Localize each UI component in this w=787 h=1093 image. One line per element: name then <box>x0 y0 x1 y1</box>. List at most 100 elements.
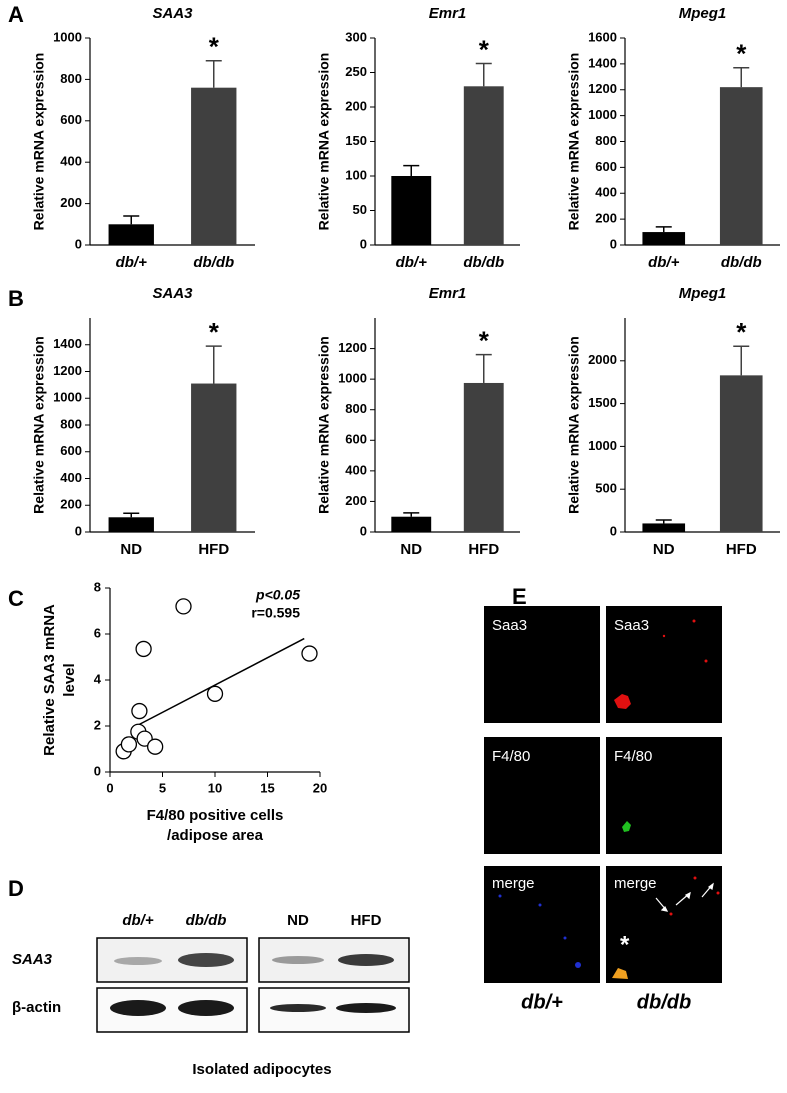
signal <box>622 821 631 832</box>
point <box>146 738 164 755</box>
y-tick-label: 2000 <box>588 352 617 367</box>
micrograph <box>484 737 600 854</box>
bar <box>191 383 237 532</box>
bar <box>391 176 432 245</box>
fit-line <box>135 637 305 727</box>
y-tick-label: 400 <box>345 462 367 477</box>
lane-label: db/+ <box>122 912 153 929</box>
signal <box>538 903 542 907</box>
y-tick-label: 600 <box>60 443 82 458</box>
x-tick-label: HFD <box>726 541 757 558</box>
band <box>114 957 162 965</box>
y-tick-label: 400 <box>60 154 82 169</box>
point <box>175 598 192 615</box>
band <box>336 1003 396 1013</box>
micrograph <box>484 606 600 723</box>
y-tick-label: 1400 <box>588 55 617 70</box>
y-tick-label: 600 <box>595 159 617 174</box>
signal <box>692 619 696 623</box>
image-label: F4/80 <box>492 748 530 765</box>
band <box>178 1000 234 1016</box>
panel-label: A <box>8 2 24 27</box>
y-tick-label: 0 <box>610 236 617 251</box>
y-tick-label: 500 <box>595 481 617 496</box>
lane-label: ND <box>287 912 309 929</box>
panel-label: B <box>8 286 24 311</box>
y-tick-label: 1200 <box>338 340 367 355</box>
y-tick-label: 0 <box>94 763 101 778</box>
x-tick-label: db/db <box>721 254 762 271</box>
signal <box>498 894 502 898</box>
y-tick-label: 800 <box>60 416 82 431</box>
signal <box>662 634 666 638</box>
x-axis-label: /adipose area <box>167 827 264 844</box>
chart-title: Mpeg1 <box>679 5 727 22</box>
bar <box>391 516 432 532</box>
y-axis-label: Relative mRNA expression <box>566 53 582 231</box>
x-tick-label: db/+ <box>648 254 679 271</box>
significance: * <box>479 34 490 64</box>
y-axis-label: Relative mRNA expression <box>316 53 332 231</box>
y-tick-label: 200 <box>345 98 367 113</box>
band <box>270 1004 326 1012</box>
image-label: F4/80 <box>614 748 652 765</box>
x-tick-label: db/+ <box>116 254 147 271</box>
chart-title: Emr1 <box>429 285 467 302</box>
y-tick-label: 2 <box>94 717 101 732</box>
blot-panel: db/+ db/db ND HFD SAA3 β-actin Isolated … <box>12 912 410 1078</box>
arrows <box>655 882 714 912</box>
micrograph <box>606 737 722 854</box>
point <box>135 640 152 658</box>
significance: * <box>479 326 490 356</box>
signal <box>693 876 697 880</box>
y-tick-label: 1000 <box>588 107 617 122</box>
signal <box>575 962 581 968</box>
column-label: db/+ <box>521 991 563 1013</box>
image-label: merge <box>492 875 535 892</box>
chart-title: Emr1 <box>429 5 467 22</box>
x-tick-label: 5 <box>159 780 166 795</box>
bar <box>108 517 154 532</box>
signal <box>704 659 708 663</box>
y-tick-label: 0 <box>75 236 82 251</box>
y-tick-label: 1600 <box>588 29 617 44</box>
y-tick-label: 600 <box>60 112 82 127</box>
y-tick-label: 1400 <box>53 336 82 351</box>
point <box>131 702 148 720</box>
micrograph <box>606 866 722 983</box>
signal <box>614 694 631 709</box>
significance: * <box>736 317 747 347</box>
y-tick-label: 50 <box>353 202 367 217</box>
y-axis-label: Relative mRNA expression <box>31 336 47 514</box>
signal <box>669 912 673 916</box>
annotation: p<0.05 <box>255 587 300 603</box>
x-tick-label: db/+ <box>396 254 427 271</box>
x-tick-label: 20 <box>313 780 327 795</box>
point <box>301 645 318 662</box>
image-label: merge <box>614 875 657 892</box>
y-tick-label: 0 <box>360 523 367 538</box>
chart-title: Mpeg1 <box>679 285 727 302</box>
y-axis-label: Relative mRNA expression <box>566 336 582 514</box>
y-tick-label: 200 <box>60 497 82 512</box>
y-tick-label: 400 <box>595 185 617 200</box>
y-axis-label: level <box>61 663 78 696</box>
band <box>272 956 324 964</box>
x-tick-label: ND <box>653 541 675 558</box>
point <box>206 685 224 702</box>
y-tick-label: 6 <box>94 625 101 640</box>
y-tick-label: 250 <box>345 64 367 79</box>
y-tick-label: 600 <box>345 432 367 447</box>
y-tick-label: 400 <box>60 470 82 485</box>
y-tick-label: 1200 <box>588 81 617 96</box>
y-tick-label: 4 <box>94 671 102 686</box>
x-tick-label: 15 <box>260 780 274 795</box>
x-tick-label: ND <box>400 541 422 558</box>
bar <box>719 375 763 532</box>
y-axis-label: Relative SAA3 mRNA <box>41 604 58 756</box>
x-tick-label: HFD <box>468 541 499 558</box>
caption: Isolated adipocytes <box>192 1061 331 1078</box>
bar <box>719 87 763 245</box>
y-axis-label: Relative mRNA expression <box>316 336 332 514</box>
